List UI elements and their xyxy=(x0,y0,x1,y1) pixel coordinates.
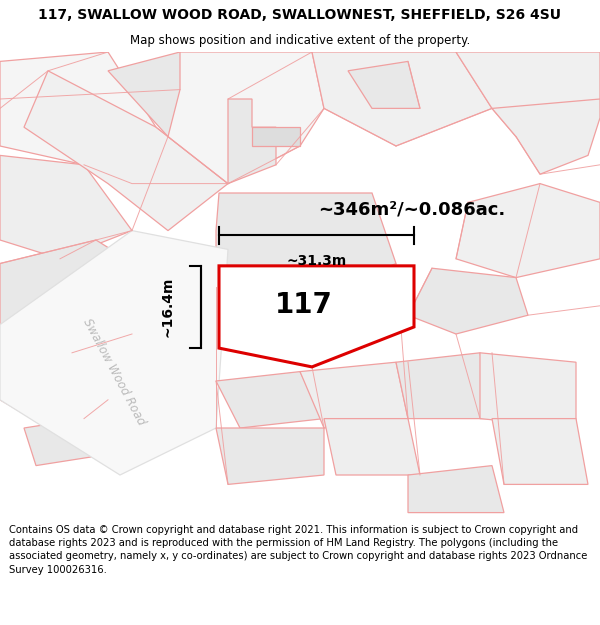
Text: 117: 117 xyxy=(275,291,332,319)
Polygon shape xyxy=(456,52,600,137)
Polygon shape xyxy=(0,156,132,259)
Text: ~31.3m: ~31.3m xyxy=(286,254,347,268)
Polygon shape xyxy=(480,352,576,428)
Polygon shape xyxy=(348,61,420,108)
Polygon shape xyxy=(0,231,228,475)
Polygon shape xyxy=(0,240,156,352)
Polygon shape xyxy=(168,52,324,184)
Text: Swallow Wood Road: Swallow Wood Road xyxy=(80,316,148,427)
Polygon shape xyxy=(228,99,276,184)
Polygon shape xyxy=(324,419,420,475)
Polygon shape xyxy=(216,428,324,484)
Polygon shape xyxy=(24,419,96,466)
Polygon shape xyxy=(396,352,492,419)
Polygon shape xyxy=(252,127,300,146)
Polygon shape xyxy=(0,52,156,165)
Polygon shape xyxy=(492,99,600,174)
Text: ~346m²/~0.086ac.: ~346m²/~0.086ac. xyxy=(318,201,505,219)
Polygon shape xyxy=(456,184,600,278)
Text: Map shows position and indicative extent of the property.: Map shows position and indicative extent… xyxy=(130,34,470,47)
Polygon shape xyxy=(216,372,324,428)
Polygon shape xyxy=(300,362,408,428)
Polygon shape xyxy=(408,466,504,512)
Text: ~16.4m: ~16.4m xyxy=(161,277,175,337)
Polygon shape xyxy=(108,52,228,137)
Polygon shape xyxy=(0,334,108,428)
Text: 117, SWALLOW WOOD ROAD, SWALLOWNEST, SHEFFIELD, S26 4SU: 117, SWALLOW WOOD ROAD, SWALLOWNEST, SHE… xyxy=(38,8,562,21)
Polygon shape xyxy=(492,419,588,484)
Polygon shape xyxy=(219,266,414,367)
Text: Contains OS data © Crown copyright and database right 2021. This information is : Contains OS data © Crown copyright and d… xyxy=(9,525,587,575)
Polygon shape xyxy=(216,193,396,306)
Polygon shape xyxy=(24,71,228,231)
Polygon shape xyxy=(312,52,492,146)
Polygon shape xyxy=(408,268,528,334)
